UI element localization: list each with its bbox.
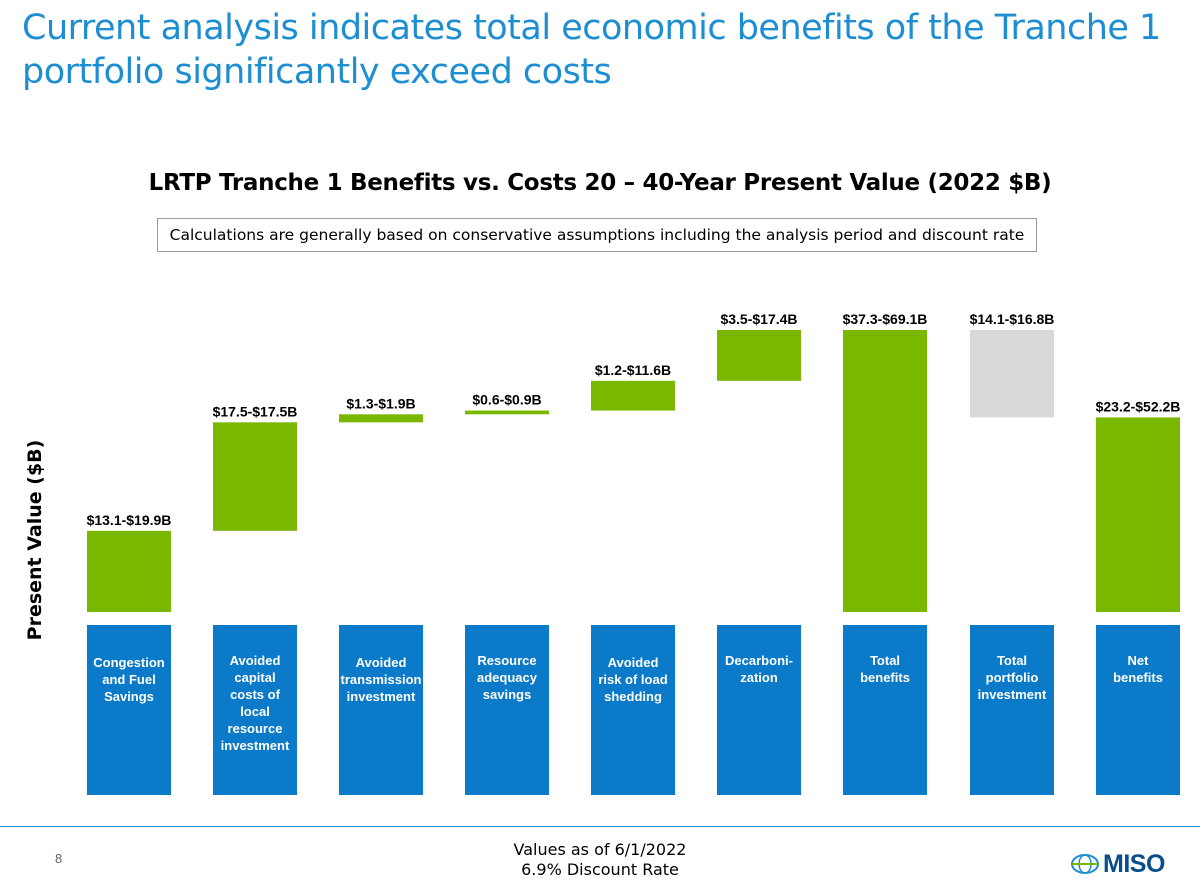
bar-6	[717, 330, 801, 381]
category-label-line: savings	[482, 687, 532, 702]
category-label-3: Avoided transmission investment	[339, 625, 423, 795]
miso-logo: MISO	[1070, 846, 1165, 882]
category-label-line: portfolio	[985, 670, 1039, 685]
bar-label-6: $3.5-$17.4B	[720, 311, 797, 327]
footer-date: Values as of 6/1/2022	[513, 840, 687, 859]
assumptions-note: Calculations are generally based on cons…	[157, 218, 1037, 252]
bar-label-8: $14.1-$16.8B	[970, 311, 1055, 327]
category-label-line: zation	[740, 670, 778, 685]
category-label-9: Net benefits	[1096, 625, 1180, 795]
chart-title: LRTP Tranche 1 Benefits vs. Costs 20 – 4…	[148, 170, 1052, 196]
category-label-line: Net	[1127, 653, 1149, 668]
category-label-line: and Fuel	[102, 672, 156, 687]
category-label-line: investment	[977, 687, 1047, 702]
category-label-line: Congestion	[93, 655, 165, 670]
category-label-line: adequacy	[477, 670, 537, 685]
bar-2	[213, 422, 297, 531]
bar-9	[1096, 417, 1180, 612]
bar-label-9: $23.2-$52.2B	[1096, 398, 1181, 414]
miso-globe-icon	[1071, 854, 1099, 874]
waterfall-chart: $13.1-$19.9B $17.5-$17.5B $1.3-$1.9B $0.6-$…	[87, 311, 1181, 612]
category-label-line: costs of	[230, 687, 280, 702]
category-label-line: Savings	[104, 689, 154, 704]
category-label-line: benefits	[1113, 670, 1163, 685]
footer-divider	[0, 826, 1200, 827]
bar-label-4: $0.6-$0.9B	[472, 392, 541, 408]
bar-8	[970, 330, 1054, 418]
footer-note: Values as of 6/1/2022 6.9% Discount Rate	[0, 840, 1200, 880]
bar-7	[843, 330, 927, 612]
bar-label-5: $1.2-$11.6B	[595, 362, 671, 378]
category-label-line: Decarboni-	[725, 653, 793, 668]
category-label-4: Resource adequacy savings	[465, 625, 549, 795]
category-label-line: shedding	[604, 689, 662, 704]
category-label-line: risk of load	[598, 672, 668, 687]
category-label-line: resource	[227, 721, 283, 736]
category-label-line: capital	[234, 670, 276, 685]
category-label-5: Avoided risk of load shedding	[591, 625, 675, 795]
logo-text: MISO	[1103, 849, 1165, 878]
category-label-line: investment	[346, 689, 416, 704]
category-label-line: Total	[996, 653, 1028, 668]
category-label-line: local	[240, 704, 270, 719]
category-label-line: investment	[220, 738, 290, 753]
category-label-line: Avoided	[607, 655, 659, 670]
bar-label-7: $37.3-$69.1B	[843, 311, 928, 327]
bar-5	[591, 380, 675, 411]
category-label-8: Total portfolio investment	[970, 625, 1054, 795]
category-label-1: Congestion and Fuel Savings	[87, 625, 171, 795]
category-label-line: Avoided	[229, 653, 281, 668]
category-label-7: Total benefits	[843, 625, 927, 795]
bar-1	[87, 530, 171, 612]
page-number: 8	[55, 851, 63, 866]
slide-title: Current analysis indicates total economi…	[22, 8, 1161, 92]
bar-label-1: $13.1-$19.9B	[87, 512, 172, 528]
category-label-line: Avoided	[355, 655, 407, 670]
bar-3	[339, 414, 423, 423]
category-label-line: transmission	[340, 672, 422, 687]
category-label-line: Resource	[477, 653, 537, 668]
bar-4	[465, 410, 549, 415]
footer-discount-rate: 6.9% Discount Rate	[521, 860, 679, 879]
bar-label-2: $17.5-$17.5B	[213, 403, 298, 419]
category-label-2: Avoided capital costs of local resource inves…	[213, 625, 297, 795]
category-label-line: benefits	[860, 670, 910, 685]
category-label-line: Total	[869, 653, 901, 668]
bar-label-3: $1.3-$1.9B	[346, 395, 415, 411]
category-label-6: Decarboni-zation	[717, 625, 801, 795]
